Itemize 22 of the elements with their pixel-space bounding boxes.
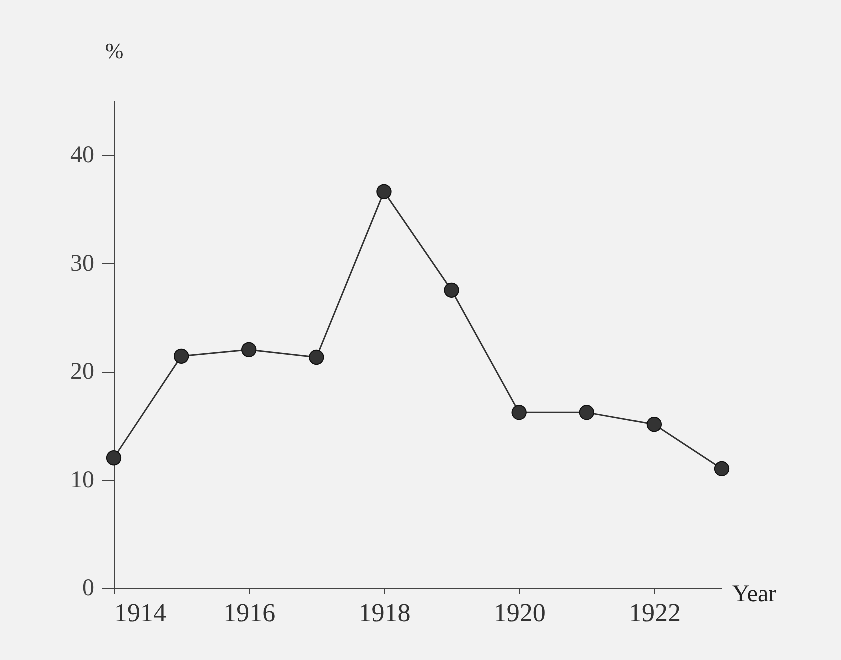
y-tick-label: 40 [70, 142, 94, 169]
point [512, 405, 527, 420]
x-tick-label: 1918 [358, 598, 411, 628]
x-tick-label: 1916 [224, 598, 276, 628]
point [579, 405, 594, 420]
point [174, 348, 190, 364]
x-tick-label: 1920 [494, 598, 546, 628]
point [242, 342, 257, 358]
point [714, 461, 730, 477]
y-tick-label: 10 [70, 467, 94, 494]
point [444, 282, 460, 298]
x-tick-label: 1922 [628, 598, 681, 628]
x-tick-label: 1914 [114, 598, 166, 628]
point [376, 184, 392, 200]
point [646, 417, 662, 432]
point [106, 450, 122, 466]
y-tick-label: 20 [70, 359, 94, 386]
x-axis-title: Year [732, 582, 777, 608]
y-tick-label: 30 [70, 250, 94, 277]
y-axis-title: % [105, 38, 124, 64]
y-tick-label: 0 [82, 576, 94, 602]
point [309, 350, 324, 366]
